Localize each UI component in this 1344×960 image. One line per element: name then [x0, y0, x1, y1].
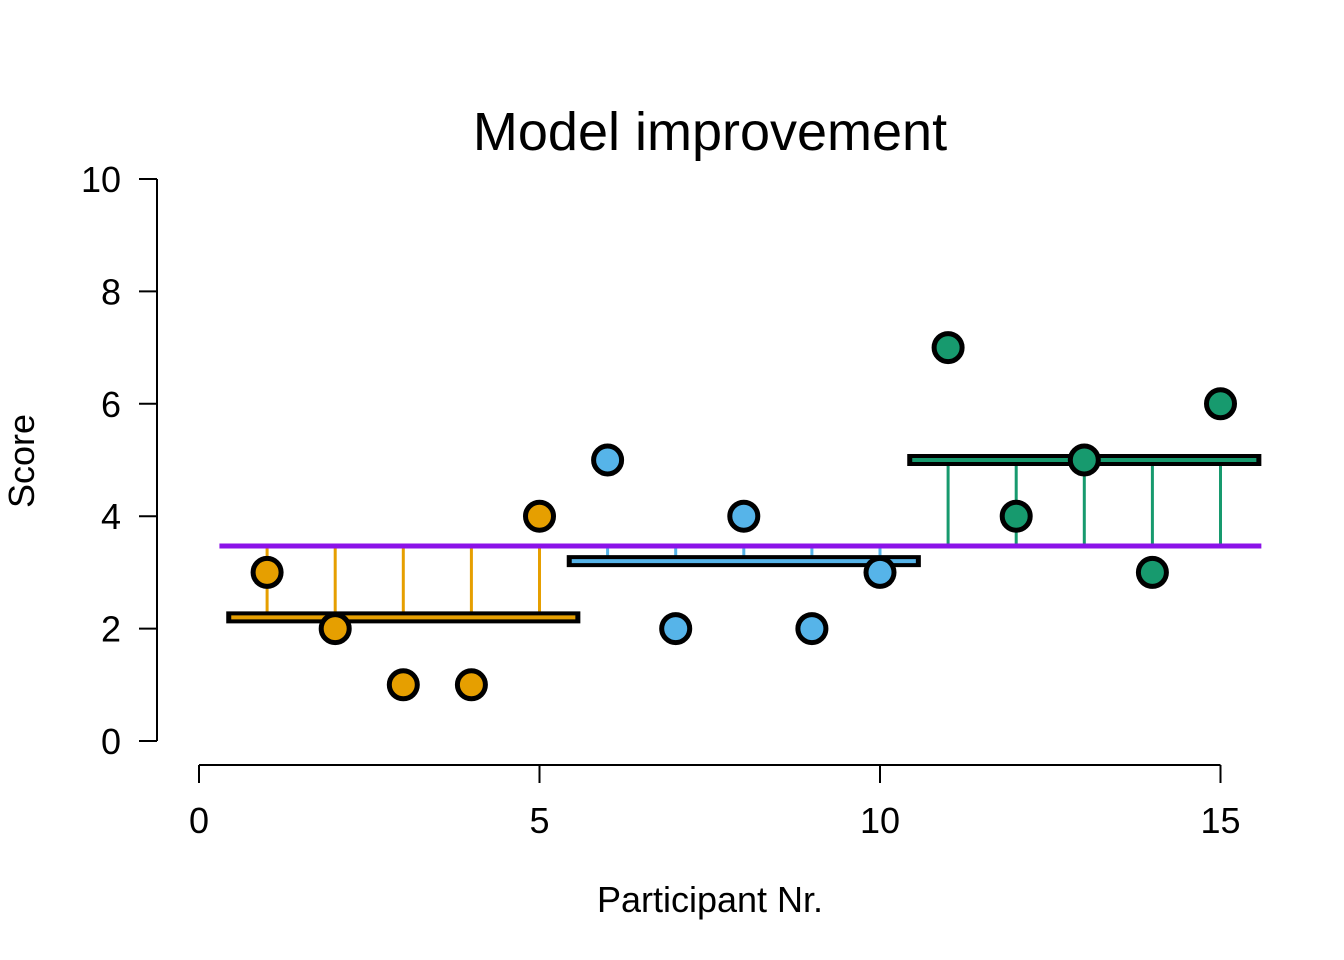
x-tick-label: 15: [1200, 800, 1240, 841]
y-tick-label: 0: [101, 721, 121, 762]
group-1-point: [250, 555, 284, 589]
group-1-point: [386, 668, 420, 702]
group-3-point: [1204, 387, 1237, 421]
group-3-point: [931, 331, 965, 365]
y-axis: 0 2 4 6 8 10: [81, 159, 158, 762]
group-2-point: [863, 555, 897, 589]
x-axis: 0 5 10 15: [189, 764, 1241, 841]
y-axis-title: Score: [1, 414, 42, 508]
group-2-point: [727, 499, 761, 533]
x-tick-label: 10: [860, 800, 900, 841]
group-3-point: [1135, 555, 1169, 589]
plot-area: [219, 331, 1262, 702]
group-2-point: [659, 612, 693, 646]
x-tick-label: 0: [189, 800, 209, 841]
group-3-point: [999, 499, 1033, 533]
group-1-point: [454, 668, 488, 702]
y-tick-label: 2: [101, 609, 121, 650]
y-tick-label: 6: [101, 384, 121, 425]
chart-title: Model improvement: [473, 102, 947, 162]
group-1-point: [318, 612, 352, 646]
group-3-point: [1067, 443, 1101, 477]
group-2-point: [795, 612, 829, 646]
y-tick-label: 4: [101, 496, 121, 537]
y-tick-label: 8: [101, 271, 121, 312]
x-axis-title: Participant Nr.: [597, 879, 823, 920]
group-1-point: [523, 499, 556, 533]
y-tick-label: 10: [81, 159, 121, 200]
x-tick-label: 5: [529, 800, 549, 841]
group-2-point: [591, 443, 625, 477]
